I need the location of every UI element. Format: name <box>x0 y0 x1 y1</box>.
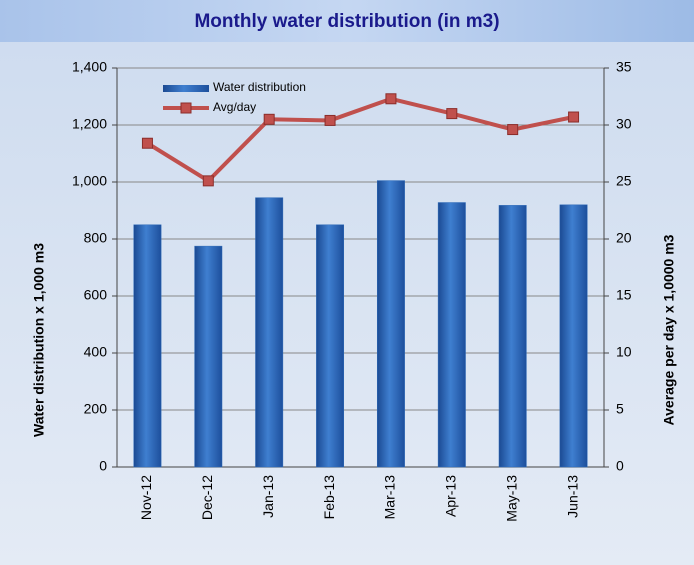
y-tick-label: 600 <box>84 287 108 303</box>
line-marker <box>263 113 275 125</box>
line-marker <box>507 124 519 136</box>
y-tick-label: 800 <box>84 230 108 246</box>
legend-label: Avg/day <box>213 100 256 114</box>
line-marker <box>385 93 397 105</box>
bar <box>255 197 284 468</box>
y-tick-label: 400 <box>84 344 108 360</box>
x-tick-label: Jun-13 <box>564 475 580 518</box>
y2-tick-label: 10 <box>616 344 632 360</box>
y2-tick-label: 25 <box>616 173 632 189</box>
line-marker <box>141 137 153 149</box>
y2-tick-label: 15 <box>616 287 632 303</box>
legend-label: Water distribution <box>213 80 306 94</box>
x-tick-label: Jan-13 <box>260 475 276 518</box>
bar <box>194 245 223 468</box>
legend-swatch <box>180 102 192 114</box>
chart-title: Monthly water distribution (in m3) <box>194 11 499 32</box>
y2-tick-label: 35 <box>616 59 632 75</box>
y2-axis-label: Average per day x 1,0000 m3 <box>661 234 677 425</box>
y-tick-label: 0 <box>99 458 107 474</box>
x-tick-label: Dec-12 <box>199 475 215 520</box>
y-tick-label: 1,200 <box>72 116 107 132</box>
y-tick-label: 200 <box>84 401 108 417</box>
line <box>146 96 574 184</box>
y-tick-label: 1,000 <box>72 173 107 189</box>
title-band <box>0 0 694 42</box>
bar <box>376 180 405 468</box>
bar <box>498 205 527 468</box>
x-tick-label: Apr-13 <box>443 475 459 517</box>
y2-tick-label: 20 <box>616 230 632 246</box>
legend-swatch <box>163 85 209 92</box>
line-marker <box>568 111 580 123</box>
y2-tick-label: 30 <box>616 116 632 132</box>
y-tick-label: 1,400 <box>72 59 107 75</box>
y2-tick-label: 0 <box>616 458 624 474</box>
bar <box>316 224 345 468</box>
line-marker <box>446 108 458 120</box>
y-axis-label: Water distribution x 1,000 m3 <box>31 243 47 437</box>
bar <box>437 202 466 468</box>
x-tick-label: Mar-13 <box>382 475 398 520</box>
line-marker <box>324 114 336 126</box>
y2-tick-label: 5 <box>616 401 624 417</box>
x-tick-label: May-13 <box>503 475 519 522</box>
x-tick-label: Nov-12 <box>138 475 154 520</box>
bar <box>559 204 588 468</box>
bar <box>133 224 162 468</box>
x-tick-label: Feb-13 <box>321 475 337 520</box>
line-marker <box>202 175 214 187</box>
